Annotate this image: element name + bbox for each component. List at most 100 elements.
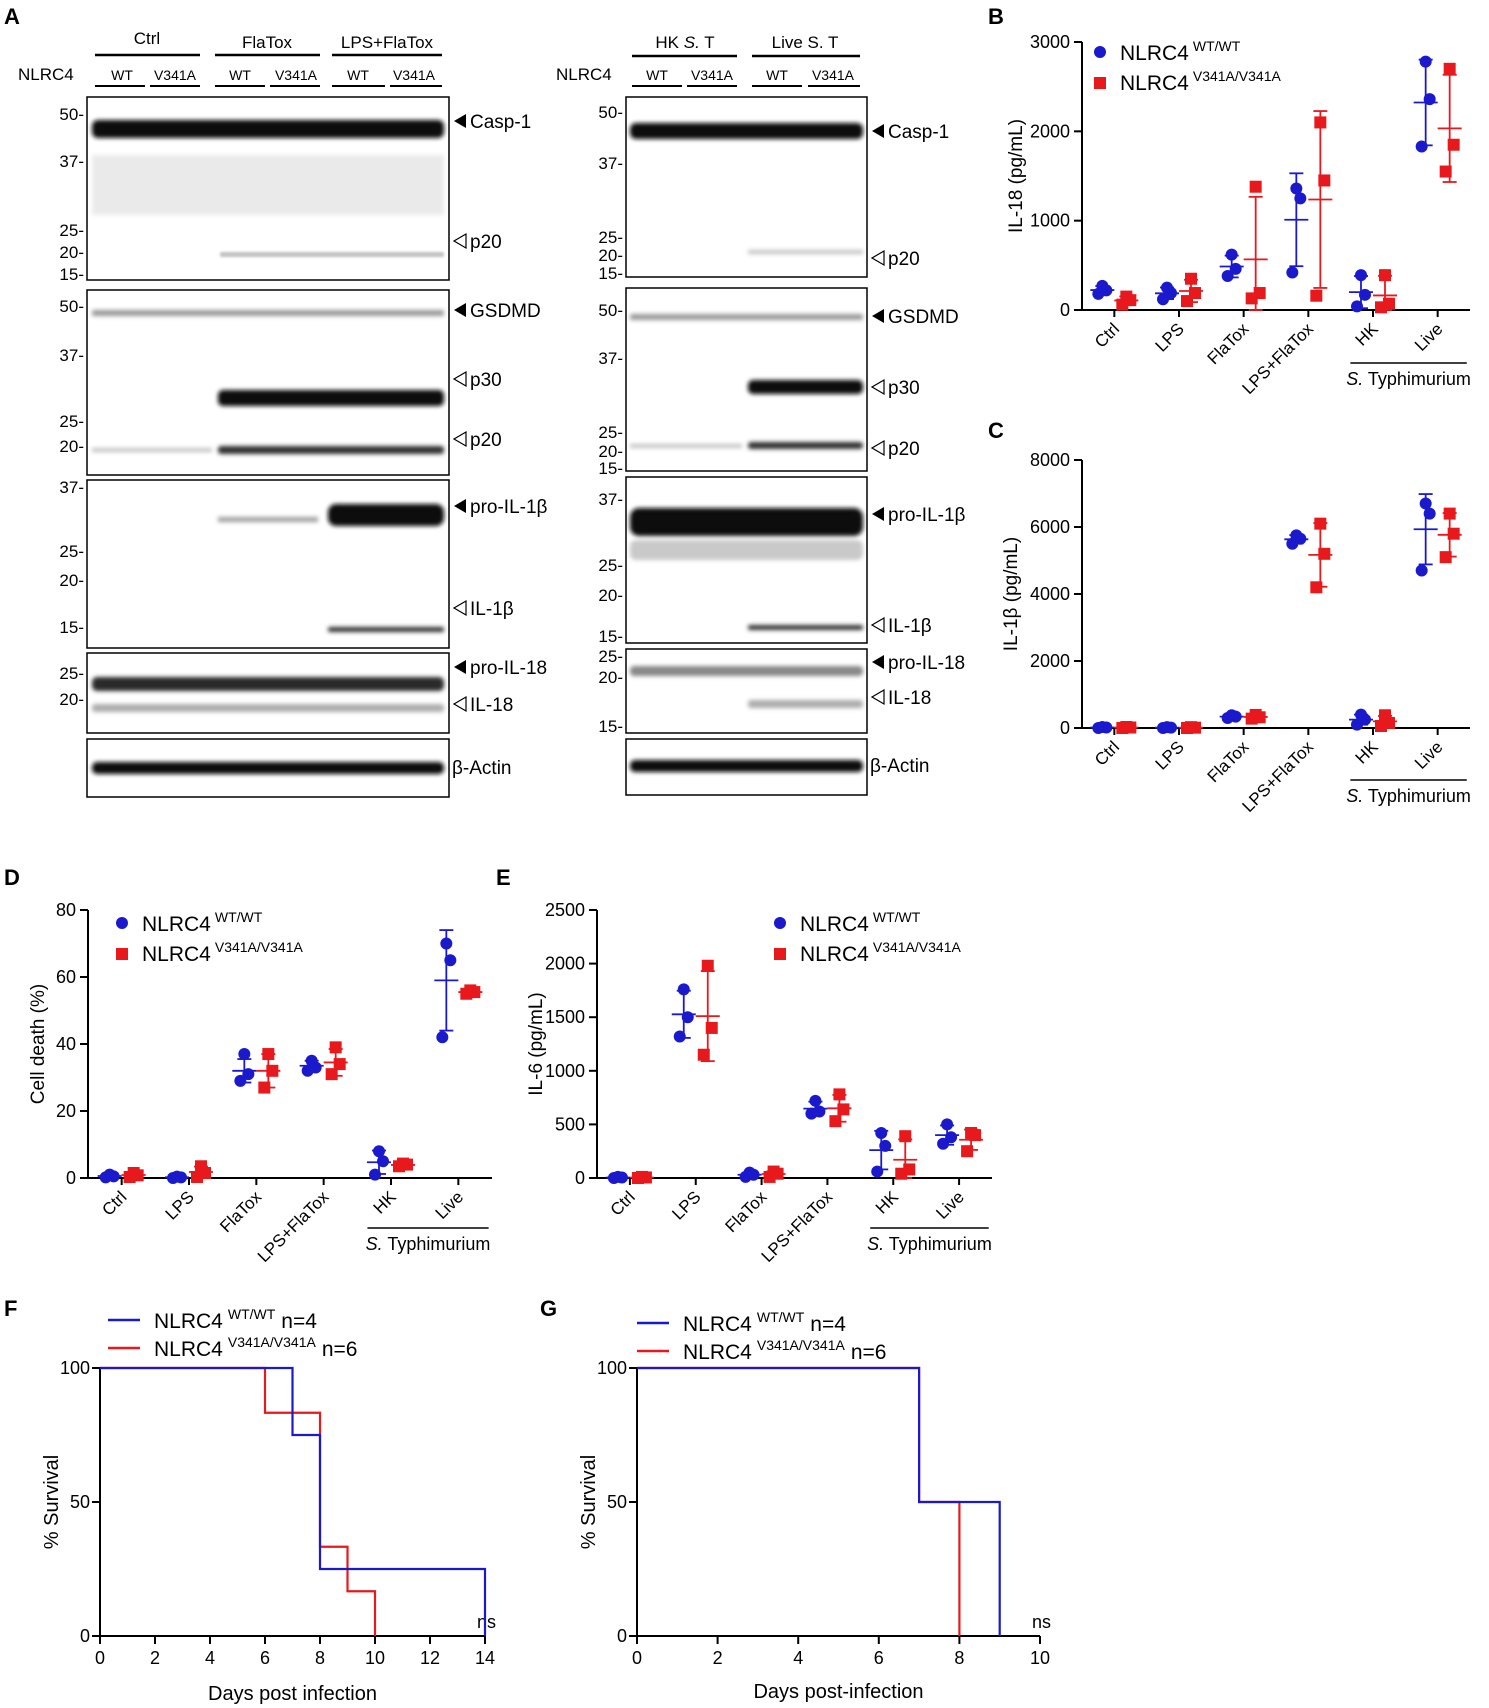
annotation-ns: ns xyxy=(477,1612,496,1632)
y-tick-label: 2500 xyxy=(545,900,585,920)
data-point-mut xyxy=(1379,269,1391,282)
data-point-wt xyxy=(681,1011,694,1024)
y-axis-label: Cell death (%) xyxy=(28,984,49,1104)
svg-text:pro-IL-18: pro-IL-18 xyxy=(470,658,547,679)
data-point-wt xyxy=(103,1168,116,1181)
blot-left-label-pro-il1b: pro-IL-1β xyxy=(454,497,548,518)
svg-text:pro-IL-1β: pro-IL-1β xyxy=(888,505,966,526)
mw-right-gsdmd-50: 50- xyxy=(598,301,623,320)
mw-right-gsdmd-20: 20- xyxy=(598,442,623,461)
blot-right-gt-3: WT xyxy=(766,67,788,83)
legend-wt-label: NLRC4 WT/WT xyxy=(800,909,921,936)
data-point-mut xyxy=(705,1021,718,1034)
data-point-wt xyxy=(305,1054,318,1067)
data-point-wt xyxy=(1415,140,1428,153)
mw-right-casp-25: 25- xyxy=(598,228,623,247)
mw-left-casp-20: 20- xyxy=(59,243,84,262)
y-tick-label: 20 xyxy=(56,1101,76,1121)
blot-group-lps-flatox: LPS+FlaTox xyxy=(341,33,434,52)
data-point-wt xyxy=(1355,708,1367,721)
chart-il1b: 0 2000 4000 6000 8000 IL-1β (pg/mL) Ctrl LPS Fla… xyxy=(1001,450,1471,816)
y-tick-label: 2000 xyxy=(1030,121,1070,141)
y-axis-label: IL-1β (pg/mL) xyxy=(1001,537,1022,651)
mw-right-il18-15: 15- xyxy=(598,717,623,736)
data-point-mut xyxy=(1120,290,1133,303)
x-tick-label: Live xyxy=(432,1187,467,1222)
mw-right-il1b-37: 37- xyxy=(598,490,623,509)
legend-wt-marker xyxy=(774,917,786,929)
data-point-wt xyxy=(377,1155,389,1168)
mw-right-gsdmd-15: 15- xyxy=(598,459,623,478)
blot-group-flatox: FlaTox xyxy=(242,33,293,52)
legend-wt-marker xyxy=(1094,46,1106,58)
y-axis-label: IL-6 (pg/mL) xyxy=(526,992,547,1095)
data-point-mut xyxy=(903,1163,916,1176)
svg-text:p30: p30 xyxy=(888,378,920,399)
svg-text:pro-IL-18: pro-IL-18 xyxy=(888,653,965,674)
chart-cell-death: 0 20 40 60 80 Cell death (%) Ctrl LPS FlaToxLPS+… xyxy=(28,900,492,1266)
data-point-wt xyxy=(813,1105,826,1118)
x-tick-label: 6 xyxy=(260,1648,270,1668)
data-point-mut xyxy=(262,1048,275,1061)
blot-right-label-pro-il18: pro-IL-18 xyxy=(872,653,965,674)
x-tick-label: HK xyxy=(1352,737,1383,768)
svg-text:IL-1β: IL-1β xyxy=(470,599,514,620)
mw-left-il1b-20: 20- xyxy=(59,571,84,590)
data-point-mut xyxy=(1189,287,1201,300)
mw-right-gsdmd-37: 37- xyxy=(598,349,623,368)
x-tick-label: HK xyxy=(872,1187,903,1218)
group-label-typhimurium: S. Typhimurium xyxy=(366,1234,491,1254)
data-point-mut xyxy=(1447,527,1460,540)
data-point-wt xyxy=(373,1145,385,1158)
blot-right-row-label: NLRC4 xyxy=(556,65,612,84)
mw-right-il18-25: 25- xyxy=(598,647,623,666)
svg-text:pro-IL-1β: pro-IL-1β xyxy=(470,497,548,518)
mw-left-gsdmd-37: 37- xyxy=(59,346,84,365)
data-point-wt xyxy=(444,954,457,967)
blot-right-gt-1: WT xyxy=(646,67,668,83)
data-point-mut xyxy=(1443,507,1456,520)
chart-il6: 0 500 1000 1500 2000 2500 IL-6 (pg/mL) Ctrl LPS F… xyxy=(526,900,992,1266)
x-tick-label: FlaTox xyxy=(722,1187,771,1236)
y-axis-label: % Survival xyxy=(41,1455,63,1549)
data-point-mut xyxy=(961,1145,974,1158)
blot-left-label-actin: β-Actin xyxy=(452,758,512,779)
annotation-ns: ns xyxy=(1032,1612,1051,1632)
data-point-mut xyxy=(899,1130,912,1143)
svg-text:GSDMD: GSDMD xyxy=(888,307,959,328)
data-point-wt xyxy=(1359,288,1371,301)
blot-right-label-p30: p30 xyxy=(870,378,920,399)
blot-right-label-casp1: Casp-1 xyxy=(872,122,949,143)
x-tick-label: 6 xyxy=(874,1648,884,1668)
mw-left-il18-20: 20- xyxy=(59,690,84,709)
data-point-mut xyxy=(833,1088,846,1101)
legend-wt-label: NLRC4 WT/WT xyxy=(142,909,263,936)
data-point-wt xyxy=(945,1131,958,1144)
y-axis-label: % Survival xyxy=(578,1455,600,1549)
mw-left-il1b-25: 25- xyxy=(59,542,84,561)
x-tick-label: Live xyxy=(932,1187,967,1222)
data-point-mut xyxy=(1318,547,1331,560)
data-point-mut xyxy=(1318,174,1331,187)
panel-letter-e: E xyxy=(496,865,511,890)
x-tick-label: 10 xyxy=(1030,1648,1050,1668)
data-point-wt xyxy=(369,1168,381,1181)
x-tick-label: Ctrl xyxy=(607,1187,639,1219)
legend-mut-label: NLRC4 V341A/V341A xyxy=(1120,68,1281,95)
blot-group-live: Live S. T xyxy=(772,33,839,52)
svg-text:p20: p20 xyxy=(470,232,502,253)
blot-group-hk: HK S. T xyxy=(655,33,714,52)
blot-right-label-il1b: IL-1β xyxy=(870,616,932,637)
legend-mut-marker xyxy=(1094,77,1106,89)
legend-wt-label: NLRC4 WT/WT n=4 xyxy=(683,1309,846,1336)
x-tick-label: Ctrl xyxy=(1091,737,1123,769)
x-axis-label: Days post-infection xyxy=(753,1681,923,1703)
legend-mut-marker xyxy=(116,948,128,960)
y-tick-label: 0 xyxy=(617,1626,627,1646)
y-tick-label: 0 xyxy=(1060,718,1070,738)
data-point-mut xyxy=(266,1064,279,1077)
data-point-mut xyxy=(195,1160,207,1173)
x-tick-label: 4 xyxy=(793,1648,803,1668)
x-tick-label: 8 xyxy=(954,1648,964,1668)
x-tick-label: LPS xyxy=(1152,319,1188,355)
